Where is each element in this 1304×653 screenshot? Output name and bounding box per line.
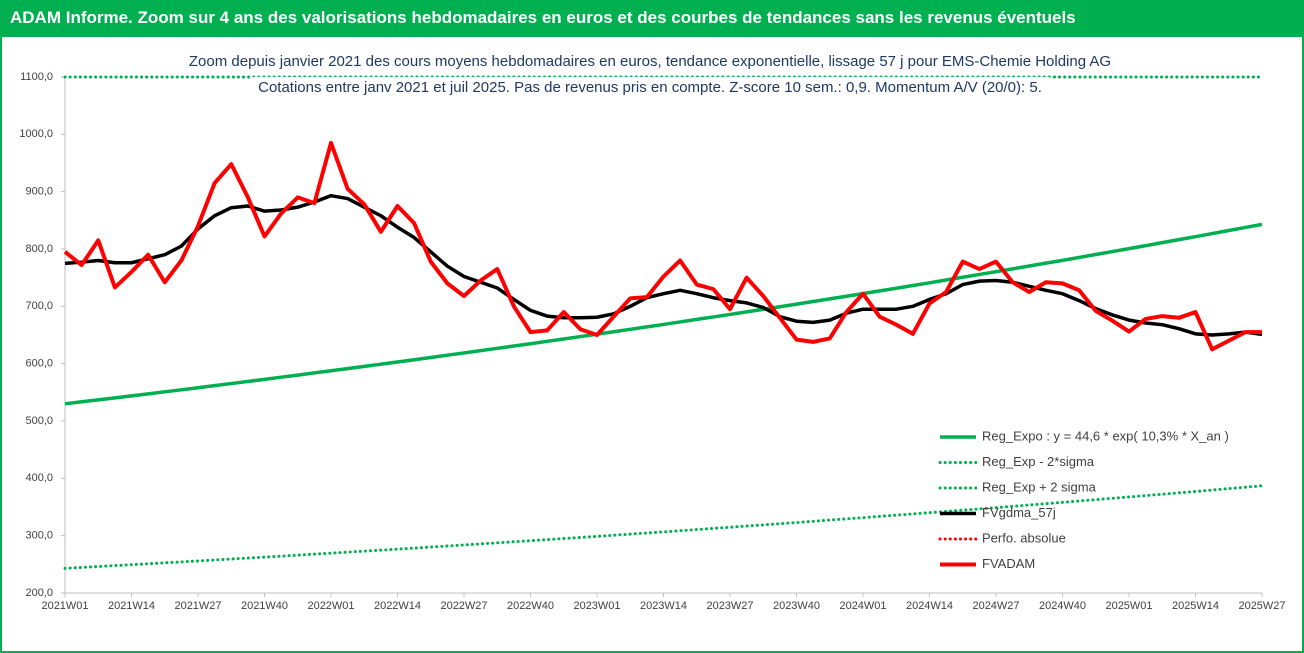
x-tick-label: 2021W40 bbox=[241, 600, 288, 612]
series-line bbox=[63, 484, 1264, 570]
x-tick-label: 2021W01 bbox=[41, 600, 88, 612]
x-tick-label: 2023W14 bbox=[640, 600, 687, 612]
legend-label: Reg_Expo : y = 44,6 * exp( 10,3% * X_an … bbox=[982, 428, 1229, 443]
x-tick-label: 2024W40 bbox=[1039, 600, 1086, 612]
x-tick-label: 2021W14 bbox=[108, 600, 155, 612]
legend-label: FVgdma_57j bbox=[982, 505, 1056, 520]
chart-title: Zoom depuis janvier 2021 des cours moyen… bbox=[189, 53, 1111, 70]
chart-subtitle: Cotations entre janv 2021 et juil 2025. … bbox=[258, 79, 1042, 96]
series-line bbox=[64, 193, 1263, 337]
y-tick-label: 400,0 bbox=[25, 472, 53, 484]
y-tick-label: 1000,0 bbox=[19, 128, 53, 140]
title-background bbox=[180, 50, 1120, 72]
x-tick-label: 2023W40 bbox=[773, 600, 820, 612]
x-tick-label: 2024W14 bbox=[906, 600, 953, 612]
chart: 200,0 300,0 400,0 500,0 600,0 700,0 800,0 900,0… bbox=[0, 35, 1304, 653]
x-tick-label: 2025W27 bbox=[1238, 600, 1285, 612]
x-tick-label: 2023W01 bbox=[573, 600, 620, 612]
y-tick-label: 700,0 bbox=[25, 300, 53, 312]
x-tick-label: 2024W01 bbox=[839, 600, 886, 612]
x-tick-label: 2022W01 bbox=[307, 600, 354, 612]
y-tick-label: 500,0 bbox=[25, 415, 53, 427]
legend-label: Perfo. absolue bbox=[982, 530, 1066, 545]
legend-label: Reg_Exp + 2 sigma bbox=[982, 479, 1097, 494]
x-tick-label: 2022W14 bbox=[374, 600, 421, 612]
header-title: ADAM Informe. Zoom sur 4 ans des valoris… bbox=[0, 0, 1304, 35]
title-background bbox=[250, 76, 1050, 98]
x-tick-label: 2024W27 bbox=[972, 600, 1019, 612]
x-tick-label: 2025W01 bbox=[1105, 600, 1152, 612]
x-tick-label: 2022W27 bbox=[440, 600, 487, 612]
chart-border bbox=[0, 35, 1304, 653]
y-tick-label: 600,0 bbox=[25, 358, 53, 370]
series-line bbox=[63, 140, 1262, 352]
y-tick-label: 1100,0 bbox=[20, 71, 53, 83]
x-tick-label: 2025W14 bbox=[1172, 600, 1219, 612]
x-tick-label: 2023W27 bbox=[706, 600, 753, 612]
x-tick-label: 2022W40 bbox=[507, 600, 554, 612]
x-tick-label: 2021W27 bbox=[174, 600, 221, 612]
y-tick-label: 800,0 bbox=[25, 243, 53, 255]
y-tick-label: 300,0 bbox=[25, 530, 53, 542]
legend-label: Reg_Exp - 2*sigma bbox=[982, 454, 1095, 469]
y-tick-label: 200,0 bbox=[25, 587, 53, 599]
legend-label: FVADAM bbox=[982, 556, 1035, 571]
series-line bbox=[64, 222, 1263, 406]
y-tick-label: 900,0 bbox=[25, 186, 53, 198]
